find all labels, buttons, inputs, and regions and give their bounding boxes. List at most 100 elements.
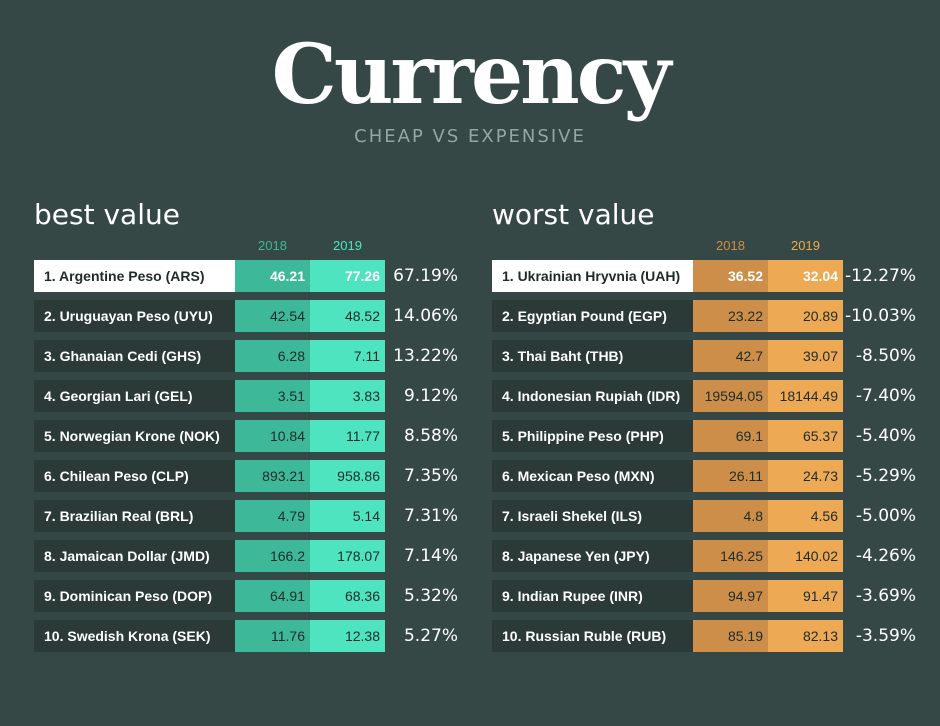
rate-2018: 10.84 xyxy=(235,420,310,452)
rate-2019: 11.77 xyxy=(310,420,385,452)
best-row-10: 10. Swedish Krona (SEK) 11.76 12.38 5.27% xyxy=(34,620,474,652)
rate-2019: 5.14 xyxy=(310,500,385,532)
best-year-2018-header: 2018 xyxy=(258,238,287,253)
percent-change: -7.40% xyxy=(855,386,916,406)
best-row-2: 2. Uruguayan Peso (UYU) 42.54 48.52 14.06% xyxy=(34,300,474,332)
percent-change: 7.31% xyxy=(403,506,458,526)
worst-row-9: 9. Indian Rupee (INR) 94.97 91.47 -3.69% xyxy=(492,580,932,612)
currency-name: 7. Israeli Shekel (ILS) xyxy=(492,500,693,532)
rate-2018: 19594.05 xyxy=(693,380,768,412)
rate-2018: 36.52 xyxy=(693,260,768,292)
best-row-6: 6. Chilean Peso (CLP) 893.21 958.86 7.35% xyxy=(34,460,474,492)
page-subtitle: CHEAP VS EXPENSIVE xyxy=(354,126,586,147)
worst-value-table: worst value 2018 2019 1. Ukrainian Hryvn… xyxy=(492,198,932,658)
worst-row-4: 4. Indonesian Rupiah (IDR) 19594.05 18144.… xyxy=(492,380,932,412)
best-row-8: 8. Jamaican Dollar (JMD) 166.2 178.07 7.14% xyxy=(34,540,474,572)
rate-2018: 6.28 xyxy=(235,340,310,372)
worst-value-heading: worst value xyxy=(492,198,655,231)
rate-2019: 82.13 xyxy=(768,620,843,652)
percent-change: -4.26% xyxy=(855,546,916,566)
worst-row-5: 5. Philippine Peso (PHP) 69.1 65.37 -5.40% xyxy=(492,420,932,452)
percent-change: 67.19% xyxy=(393,266,458,286)
rate-2018: 11.76 xyxy=(235,620,310,652)
rate-2018: 4.79 xyxy=(235,500,310,532)
percent-change: 13.22% xyxy=(393,346,458,366)
currency-name: 8. Japanese Yen (JPY) xyxy=(492,540,693,572)
rate-2019: 65.37 xyxy=(768,420,843,452)
worst-year-2019-header: 2019 xyxy=(791,238,820,253)
currency-name: 4. Indonesian Rupiah (IDR) xyxy=(492,380,693,412)
best-value-table: best value 2018 2019 1. Argentine Peso (… xyxy=(34,198,474,658)
currency-name: 7. Brazilian Real (BRL) xyxy=(34,500,235,532)
rate-2018: 3.51 xyxy=(235,380,310,412)
rate-2018: 42.7 xyxy=(693,340,768,372)
currency-name: 6. Mexican Peso (MXN) xyxy=(492,460,693,492)
percent-change: -10.03% xyxy=(845,306,916,326)
worst-row-3: 3. Thai Baht (THB) 42.7 39.07 -8.50% xyxy=(492,340,932,372)
best-row-5: 5. Norwegian Krone (NOK) 10.84 11.77 8.58% xyxy=(34,420,474,452)
worst-row-6: 6. Mexican Peso (MXN) 26.11 24.73 -5.29% xyxy=(492,460,932,492)
worst-row-10: 10. Russian Ruble (RUB) 85.19 82.13 -3.59% xyxy=(492,620,932,652)
rate-2018: 146.25 xyxy=(693,540,768,572)
currency-name: 10. Swedish Krona (SEK) xyxy=(34,620,235,652)
best-year-2019-header: 2019 xyxy=(333,238,362,253)
rate-2018: 42.54 xyxy=(235,300,310,332)
rate-2019: 4.56 xyxy=(768,500,843,532)
rate-2018: 26.11 xyxy=(693,460,768,492)
rate-2018: 46.21 xyxy=(235,260,310,292)
currency-name: 10. Russian Ruble (RUB) xyxy=(492,620,693,652)
percent-change: -5.29% xyxy=(855,466,916,486)
rate-2019: 48.52 xyxy=(310,300,385,332)
best-row-7: 7. Brazilian Real (BRL) 4.79 5.14 7.31% xyxy=(34,500,474,532)
percent-change: 7.14% xyxy=(403,546,458,566)
rate-2019: 140.02 xyxy=(768,540,843,572)
rate-2019: 178.07 xyxy=(310,540,385,572)
rate-2019: 12.38 xyxy=(310,620,385,652)
currency-name: 5. Norwegian Krone (NOK) xyxy=(34,420,235,452)
currency-name: 2. Egyptian Pound (EGP) xyxy=(492,300,693,332)
currency-name: 2. Uruguayan Peso (UYU) xyxy=(34,300,235,332)
currency-name: 5. Philippine Peso (PHP) xyxy=(492,420,693,452)
page-title: Currency xyxy=(271,27,672,123)
worst-row-2: 2. Egyptian Pound (EGP) 23.22 20.89 -10.03% xyxy=(492,300,932,332)
percent-change: -3.69% xyxy=(855,586,916,606)
percent-change: -5.00% xyxy=(855,506,916,526)
currency-name: 9. Dominican Peso (DOP) xyxy=(34,580,235,612)
rate-2018: 166.2 xyxy=(235,540,310,572)
rate-2018: 64.91 xyxy=(235,580,310,612)
currency-name: 3. Thai Baht (THB) xyxy=(492,340,693,372)
rate-2018: 23.22 xyxy=(693,300,768,332)
rate-2018: 94.97 xyxy=(693,580,768,612)
currency-name: 9. Indian Rupee (INR) xyxy=(492,580,693,612)
worst-year-2018-header: 2018 xyxy=(716,238,745,253)
rate-2019: 77.26 xyxy=(310,260,385,292)
worst-row-8: 8. Japanese Yen (JPY) 146.25 140.02 -4.26% xyxy=(492,540,932,572)
best-row-4: 4. Georgian Lari (GEL) 3.51 3.83 9.12% xyxy=(34,380,474,412)
currency-name: 3. Ghanaian Cedi (GHS) xyxy=(34,340,235,372)
rate-2019: 18144.49 xyxy=(768,380,843,412)
percent-change: -3.59% xyxy=(855,626,916,646)
best-row-1: 1. Argentine Peso (ARS) 46.21 77.26 67.19% xyxy=(34,260,474,292)
percent-change: -5.40% xyxy=(855,426,916,446)
rate-2019: 958.86 xyxy=(310,460,385,492)
worst-row-7: 7. Israeli Shekel (ILS) 4.8 4.56 -5.00% xyxy=(492,500,932,532)
rate-2019: 91.47 xyxy=(768,580,843,612)
rate-2019: 20.89 xyxy=(768,300,843,332)
rate-2018: 85.19 xyxy=(693,620,768,652)
currency-name: 4. Georgian Lari (GEL) xyxy=(34,380,235,412)
percent-change: 7.35% xyxy=(403,466,458,486)
rate-2018: 4.8 xyxy=(693,500,768,532)
currency-name: 8. Jamaican Dollar (JMD) xyxy=(34,540,235,572)
percent-change: 5.32% xyxy=(403,586,458,606)
rate-2019: 39.07 xyxy=(768,340,843,372)
rate-2019: 68.36 xyxy=(310,580,385,612)
rate-2018: 893.21 xyxy=(235,460,310,492)
rate-2019: 7.11 xyxy=(310,340,385,372)
rate-2018: 69.1 xyxy=(693,420,768,452)
best-value-heading: best value xyxy=(34,198,180,231)
currency-name: 6. Chilean Peso (CLP) xyxy=(34,460,235,492)
best-row-3: 3. Ghanaian Cedi (GHS) 6.28 7.11 13.22% xyxy=(34,340,474,372)
percent-change: 5.27% xyxy=(403,626,458,646)
currency-name: 1. Argentine Peso (ARS) xyxy=(34,260,235,292)
percent-change: 8.58% xyxy=(403,426,458,446)
